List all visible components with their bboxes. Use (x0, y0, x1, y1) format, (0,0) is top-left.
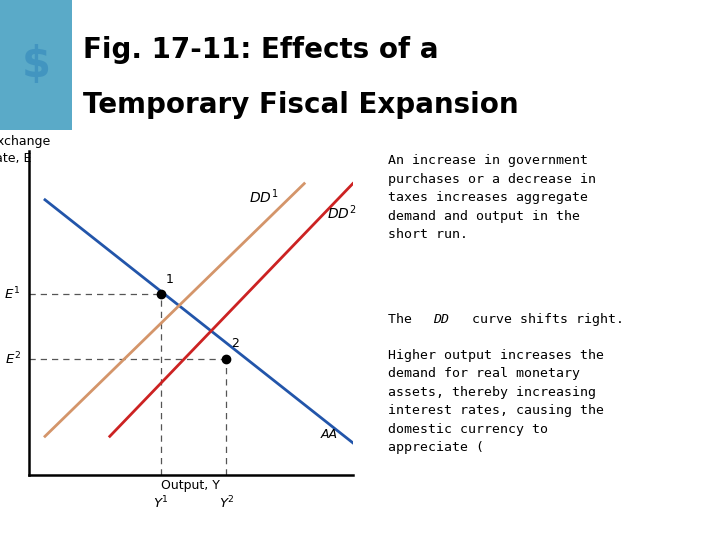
X-axis label: Output, Y: Output, Y (161, 480, 220, 492)
Text: $: $ (22, 44, 50, 86)
Text: appreciate (​: appreciate (​ (387, 456, 492, 469)
Bar (0, 0, 72, 130)
Text: $E^2$: $E^2$ (4, 350, 21, 367)
Text: DD: DD (433, 313, 449, 326)
Text: curve shifts right.: curve shifts right. (464, 313, 624, 326)
Text: Exchange
rate, E: Exchange rate, E (0, 135, 51, 165)
Text: Higher output increases the
demand for real monetary
assets, thereby increasing
: Higher output increases the demand for r… (387, 349, 603, 454)
Text: $Y^2$: $Y^2$ (218, 495, 235, 511)
Text: $E^1$: $E^1$ (4, 286, 21, 302)
Text: Temporary Fiscal Expansion: Temporary Fiscal Expansion (83, 91, 518, 119)
Text: 1: 1 (166, 273, 174, 286)
Text: Copyright ©2015 Pearson Education, Inc.  All rights reserved.: Copyright ©2015 Pearson Education, Inc. … (14, 512, 336, 522)
Text: 17-30: 17-30 (675, 512, 706, 522)
Text: AA: AA (320, 428, 338, 441)
Text: Fig. 17-11: Effects of a: Fig. 17-11: Effects of a (83, 36, 438, 64)
Text: 2: 2 (231, 338, 239, 350)
Text: The: The (387, 313, 420, 326)
Text: $Y^1$: $Y^1$ (153, 495, 169, 511)
Text: $\mathit{DD}^1$: $\mathit{DD}^1$ (249, 188, 279, 206)
Text: $\mathit{DD}^2$: $\mathit{DD}^2$ (327, 204, 356, 222)
Text: An increase in government
purchases or a decrease in
taxes increases aggregate
d: An increase in government purchases or a… (387, 154, 595, 241)
